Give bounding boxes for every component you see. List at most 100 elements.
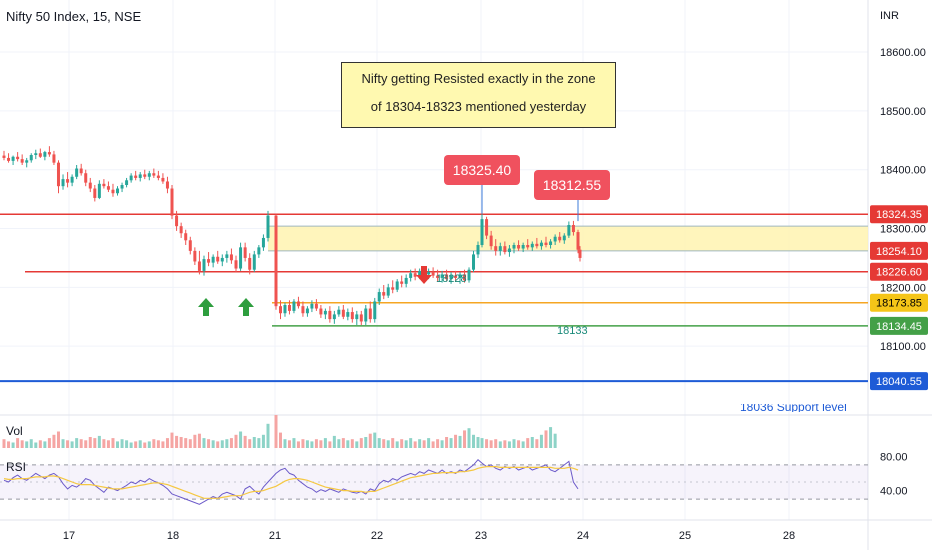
- candle-body: [143, 174, 147, 177]
- candle-body: [88, 182, 92, 189]
- volume-bar: [539, 434, 543, 448]
- price-label-text: 18173.85: [876, 298, 922, 310]
- volume-bar: [355, 441, 359, 448]
- candle-body: [296, 301, 300, 307]
- annotation-line-2: of 18304-18323 mentioned yesterday: [370, 99, 587, 114]
- candle-body: [350, 312, 354, 320]
- rsi-tick-label: 80.00: [880, 451, 908, 463]
- callout-high-1: 18325.40: [444, 155, 520, 185]
- volume-bar: [310, 441, 314, 448]
- price-label-text: 18040.55: [876, 376, 922, 388]
- volume-bar: [346, 440, 350, 448]
- candle-body: [409, 273, 413, 278]
- volume-bar: [332, 435, 336, 448]
- volume-bar: [301, 439, 305, 448]
- volume-bar: [395, 441, 399, 448]
- candle-body: [184, 233, 188, 241]
- candle-body: [449, 275, 453, 280]
- candle-body: [301, 306, 305, 314]
- x-tick-label: 24: [577, 530, 589, 542]
- volume-label: Vol: [6, 424, 23, 438]
- volume-bar: [503, 440, 507, 448]
- volume-bar: [409, 438, 413, 448]
- volume-bar: [75, 438, 79, 448]
- x-tick-label: 17: [63, 530, 75, 542]
- candle-body: [93, 188, 97, 198]
- candle-body: [382, 292, 386, 296]
- price-label-box: [870, 262, 928, 281]
- candle-body: [413, 273, 417, 277]
- support-label-18228: 18228: [436, 273, 467, 285]
- candle-body: [56, 162, 60, 187]
- volume-bar: [11, 442, 15, 448]
- volume-bar: [184, 438, 188, 448]
- candle-body: [278, 306, 282, 314]
- volume-bar: [319, 440, 323, 448]
- candle-body: [535, 243, 539, 247]
- volume-bar: [161, 441, 165, 448]
- x-tick-label: 28: [783, 530, 795, 542]
- candle-body: [257, 247, 261, 255]
- volume-bar: [292, 438, 296, 448]
- volume-bar: [266, 423, 270, 448]
- volume-bar: [156, 440, 160, 448]
- candle-body: [243, 247, 247, 258]
- candle-body: [225, 254, 229, 258]
- y-tick-label: 18600.00: [880, 47, 926, 59]
- price-label-box: [870, 293, 928, 312]
- volume-bar: [445, 437, 449, 448]
- volume-bar: [229, 438, 233, 448]
- volume-bar: [480, 438, 484, 448]
- volume-bar: [467, 428, 471, 448]
- candle-body: [283, 305, 287, 314]
- candle-body: [310, 303, 314, 309]
- volume-bar: [29, 439, 33, 448]
- candle-body: [79, 168, 83, 174]
- candle-body: [47, 152, 51, 155]
- volume-bar: [359, 438, 363, 448]
- candle-body: [526, 245, 530, 248]
- buy-arrow-icon: [198, 298, 214, 316]
- volume-bar: [79, 439, 83, 448]
- candle-body: [20, 159, 24, 163]
- candle-body: [43, 152, 47, 157]
- candle-body: [503, 246, 507, 253]
- callout-high-2: 18312.55: [534, 170, 610, 200]
- candle-body: [202, 259, 206, 271]
- candle-body: [52, 154, 56, 163]
- volume-bar: [243, 435, 247, 448]
- candle-body: [467, 269, 471, 281]
- candle-body: [34, 153, 38, 155]
- rsi-label: RSI: [6, 460, 27, 474]
- candle-body: [578, 249, 582, 258]
- volume-bar: [287, 440, 291, 448]
- candle-body: [170, 188, 174, 216]
- volume-bar: [305, 440, 309, 448]
- rsi-tick-label: 40.00: [880, 486, 908, 498]
- buy-arrow-icon: [238, 298, 254, 316]
- candle-body: [395, 281, 399, 290]
- candle-body: [458, 274, 462, 278]
- volume-bar: [427, 438, 431, 448]
- candle-body: [485, 219, 489, 236]
- candle-body: [138, 174, 142, 178]
- candle-body: [305, 308, 309, 314]
- candle-body: [337, 309, 341, 315]
- level-label-18133: 18133: [557, 325, 588, 337]
- volume-bar: [52, 434, 56, 448]
- candle-body: [544, 242, 548, 245]
- volume-bar: [535, 439, 539, 448]
- volume-bar: [179, 437, 183, 448]
- price-label-text: 18254.10: [876, 246, 922, 258]
- candle-body: [521, 245, 525, 249]
- volume-bar: [422, 440, 426, 448]
- sell-arrow-icon: [416, 266, 432, 284]
- volume-bar: [61, 439, 65, 448]
- x-tick-label: 21: [269, 530, 281, 542]
- volume-bar: [25, 441, 29, 448]
- candle-body: [549, 241, 553, 245]
- candle-body: [494, 246, 498, 251]
- candle-body: [517, 245, 521, 249]
- volume-bar: [193, 434, 197, 448]
- volume-bar: [549, 427, 553, 448]
